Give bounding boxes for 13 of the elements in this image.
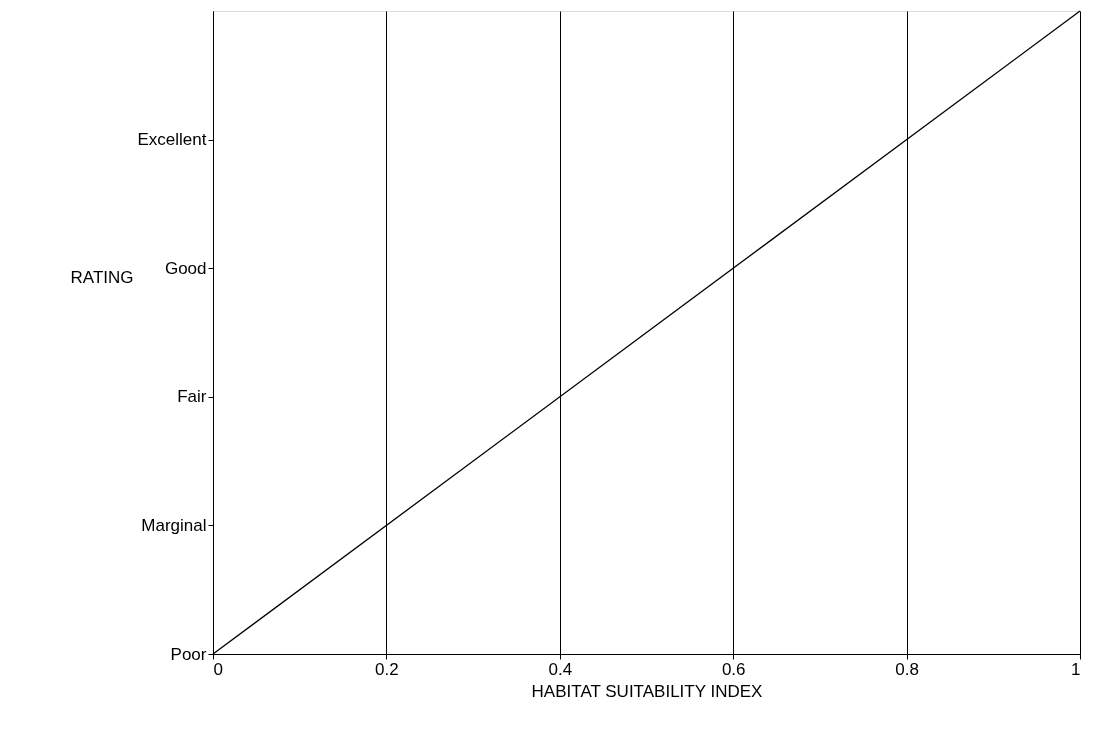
x-axis-title: HABITAT SUITABILITY INDEX <box>531 681 763 701</box>
x-tick-label: 0.8 <box>895 659 919 679</box>
text: Poor <box>170 644 207 664</box>
text: Good <box>164 258 207 278</box>
x-tick-label: 0.2 <box>375 659 399 679</box>
x-tick-label: 0 <box>213 659 223 679</box>
y-axis-title: RATING <box>70 267 134 287</box>
text: Excellent <box>137 130 207 150</box>
x-tick-label: 0.6 <box>721 659 746 679</box>
x-tick-label: 1 <box>1071 659 1081 679</box>
text: Fair <box>177 387 207 407</box>
x-tick-label: 0.4 <box>548 659 573 679</box>
text: Marginal <box>141 515 207 535</box>
